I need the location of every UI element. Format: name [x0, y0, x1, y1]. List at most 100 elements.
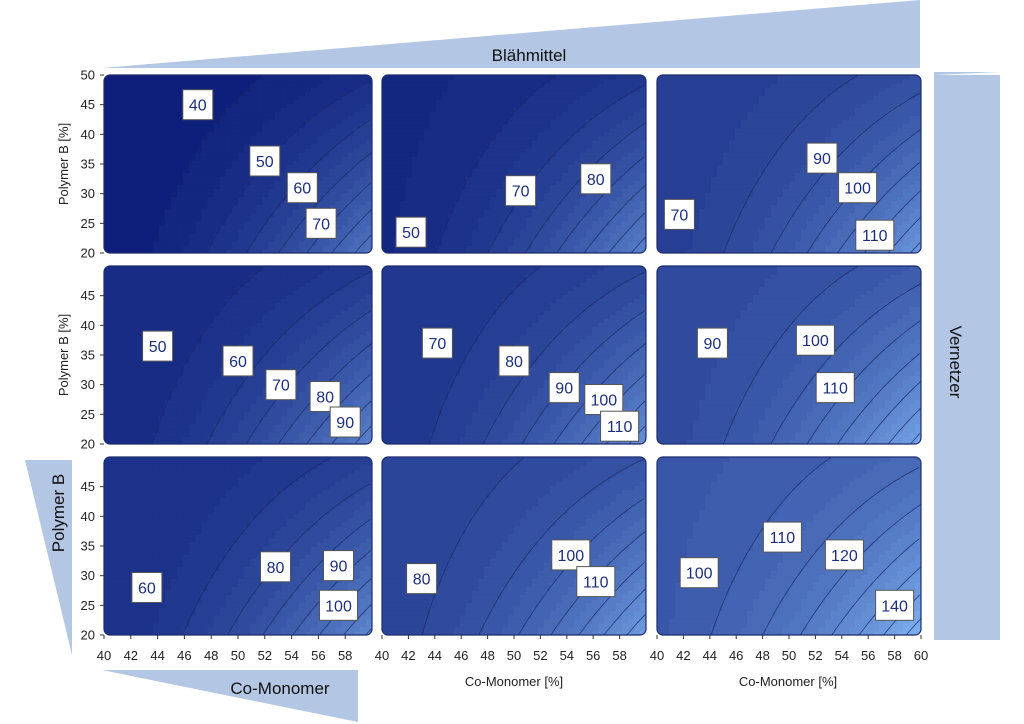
contour-cell	[490, 107, 497, 113]
contour-cell	[238, 139, 245, 145]
contour-cell	[280, 180, 288, 185]
contour-cell	[789, 99, 796, 104]
contour-cell	[717, 232, 724, 238]
contour-cell	[759, 200, 766, 206]
contour-cell	[158, 192, 166, 197]
contour-cell	[729, 192, 736, 197]
contour-cell	[622, 244, 629, 250]
contour-cell	[610, 164, 617, 169]
contour-cell	[317, 200, 324, 206]
contour-cell	[616, 151, 623, 157]
contour-cell	[687, 123, 694, 129]
contour-cell	[122, 151, 129, 157]
contour-cell	[526, 236, 533, 242]
contour-cell	[586, 204, 593, 210]
contour-cell	[466, 188, 473, 193]
contour-cell	[592, 248, 599, 253]
contour-cell	[286, 216, 294, 222]
contour-cell	[622, 139, 629, 145]
contour-cell	[681, 244, 688, 250]
contour-cell	[201, 196, 209, 202]
contour-cell	[520, 220, 527, 226]
contour-cell	[741, 91, 748, 96]
contour-cell	[616, 99, 623, 104]
contour-cell	[705, 204, 712, 210]
contour-cell	[311, 159, 318, 165]
contour-cell	[219, 151, 227, 157]
contour-cell	[640, 151, 646, 157]
contour-cell	[146, 172, 154, 177]
contour-cell	[526, 79, 533, 84]
contour-cell	[189, 168, 196, 173]
contour-cell	[532, 87, 539, 92]
contour-cell	[256, 95, 263, 100]
contour-cell	[765, 87, 772, 92]
contour-cell	[110, 196, 117, 202]
contour-cell	[436, 212, 443, 218]
contour-cell	[532, 236, 539, 242]
contour-cell	[201, 224, 209, 230]
contour-cell	[424, 164, 431, 169]
contour-cell	[116, 212, 123, 218]
contour-cell	[801, 224, 808, 230]
contour-cell	[717, 115, 724, 121]
contour-cell	[430, 172, 437, 177]
contour-cell	[213, 79, 221, 84]
contour-cell	[412, 176, 419, 181]
contour-cell	[317, 103, 324, 108]
contour-cell	[795, 79, 802, 84]
contour-cell	[466, 83, 473, 88]
contour-cell	[550, 151, 557, 157]
contour-cell	[598, 232, 605, 238]
contour-cell	[616, 91, 623, 96]
contour-cell	[568, 143, 575, 149]
contour-cell	[341, 224, 349, 230]
contour-cell	[104, 232, 111, 238]
contour-cell	[765, 176, 772, 181]
contour-cell	[717, 200, 724, 206]
contour-cell	[388, 244, 395, 250]
contour-cell	[140, 91, 148, 96]
contour-cell	[687, 172, 694, 177]
contour-cell	[508, 115, 515, 121]
contour-cell	[478, 143, 485, 149]
contour-cell	[783, 139, 790, 145]
contour-cell	[256, 79, 263, 84]
contour-cell	[388, 228, 395, 234]
contour-cell	[305, 143, 312, 149]
contour-cell	[514, 107, 521, 113]
contour-cell	[496, 248, 503, 253]
contour-cell	[189, 208, 196, 214]
contour-cell	[104, 212, 111, 218]
contour-cell	[400, 164, 407, 169]
contour-cell	[634, 103, 641, 108]
contour-cell	[466, 131, 473, 137]
contour-cell	[556, 107, 563, 113]
contour-cell	[388, 123, 395, 129]
contour-cell	[146, 188, 154, 193]
contour-cell	[747, 204, 754, 210]
contour-label: 70	[512, 184, 530, 201]
contour-cell	[116, 87, 123, 92]
contour-cell	[568, 91, 575, 96]
contour-cell	[317, 164, 324, 169]
contour-cell	[753, 111, 760, 117]
contour-cell	[406, 188, 413, 193]
contour-cell	[448, 224, 455, 230]
contour-cell	[604, 192, 611, 197]
contour-cell	[663, 184, 670, 189]
contour-cell	[454, 220, 461, 226]
contour-cell	[146, 208, 154, 214]
contour-cell	[152, 155, 160, 161]
contour-cell	[359, 184, 367, 189]
contour-cell	[490, 248, 497, 253]
contour-cell	[436, 232, 443, 238]
contour-cell	[442, 87, 449, 92]
contour-cell	[669, 135, 676, 141]
contour-cell	[231, 244, 239, 250]
contour-cell	[472, 188, 479, 193]
contour-cell	[225, 204, 233, 210]
contour-cell	[388, 184, 395, 189]
contour-cell	[610, 115, 617, 121]
contour-cell	[699, 180, 706, 185]
